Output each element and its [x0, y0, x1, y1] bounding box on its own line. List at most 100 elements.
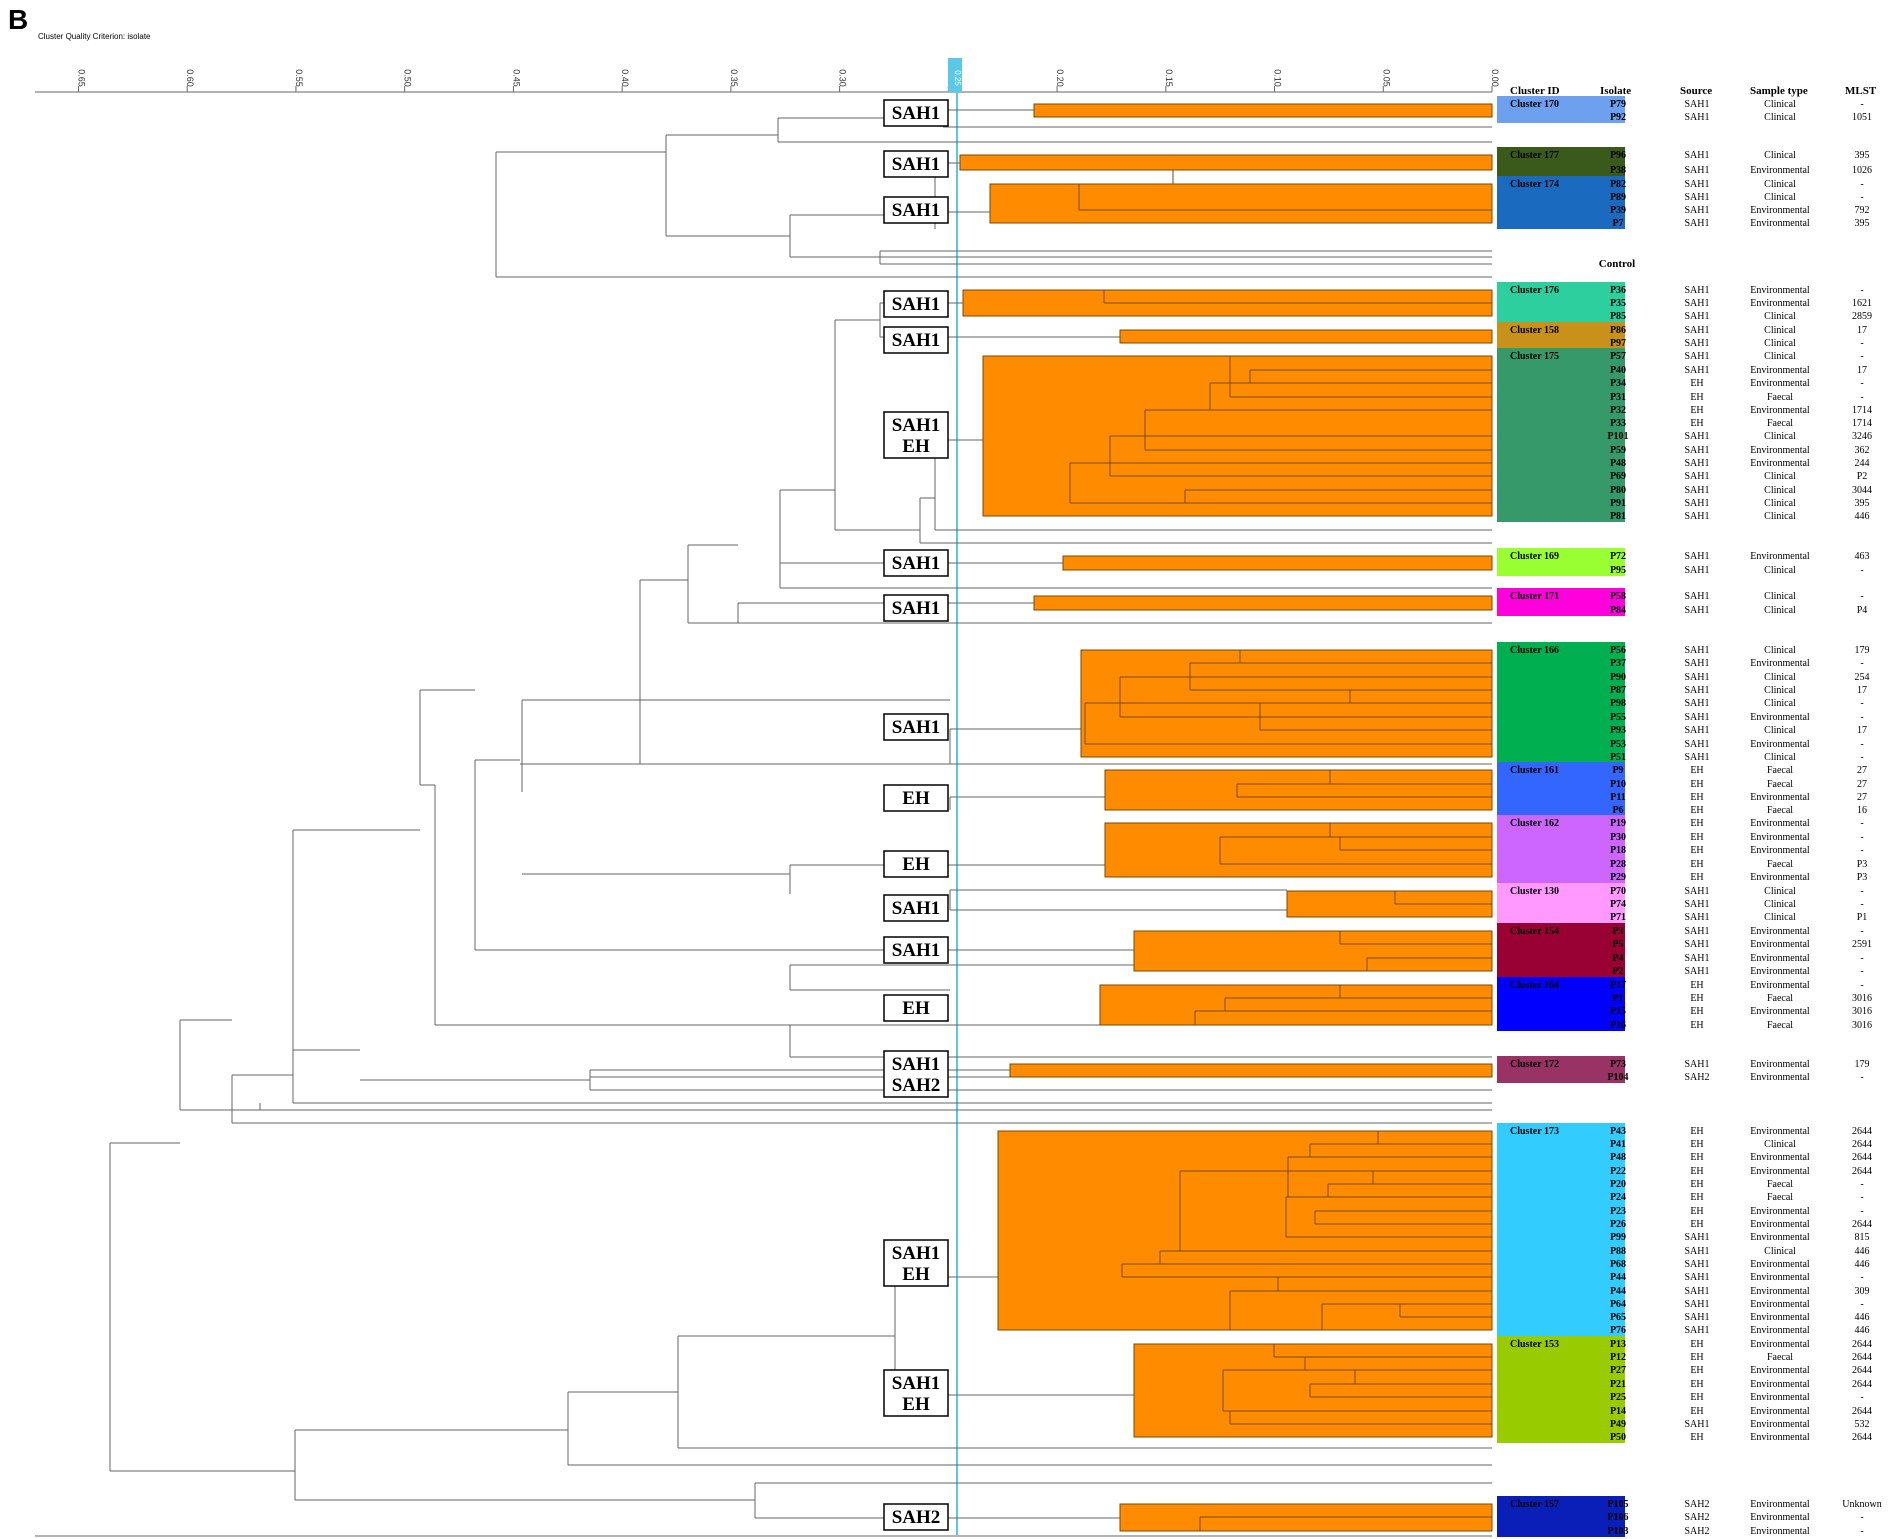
isolate-id: P5 — [1612, 939, 1623, 950]
cluster-id-label: Cluster 169 — [1510, 551, 1559, 562]
isolate-source: EH — [1690, 1192, 1703, 1203]
isolate-sample-type: Environmental — [1750, 1299, 1810, 1310]
isolate-sample-type: Environmental — [1750, 926, 1810, 937]
axis-tick-label: 0.65 — [76, 69, 86, 87]
cluster-id-label: Cluster 164 — [1510, 980, 1559, 991]
cluster-id-label: Cluster 154 — [1510, 926, 1559, 937]
isolate-source: SAH1 — [1684, 365, 1709, 376]
isolate-source: SAH1 — [1684, 99, 1709, 110]
cluster-id-label: Cluster 157 — [1510, 1499, 1559, 1510]
isolate-id: P39 — [1610, 205, 1626, 216]
group-label-text: SAH1 — [892, 717, 941, 738]
cluster-bar — [1133, 1343, 1493, 1438]
isolate-mlst: 2644 — [1852, 1219, 1872, 1230]
isolate-id: P23 — [1610, 1206, 1626, 1217]
isolate-sample-type: Environmental — [1750, 1219, 1810, 1230]
isolate-id: P72 — [1610, 551, 1626, 562]
isolate-mlst: 1026 — [1852, 165, 1872, 176]
isolate-source: SAH1 — [1684, 311, 1709, 322]
isolate-mlst: 446 — [1855, 1312, 1870, 1323]
isolate-sample-type: Clinical — [1764, 351, 1796, 362]
isolate-id: P48 — [1610, 458, 1626, 469]
isolate-id: P30 — [1610, 832, 1626, 843]
axis-tick-label: 0.40 — [620, 69, 630, 87]
isolate-mlst: - — [1860, 966, 1863, 977]
isolate-id: P106 — [1607, 1512, 1628, 1523]
isolate-mlst: - — [1860, 926, 1863, 937]
group-label-text: SAH1 — [892, 154, 941, 175]
isolate-source: EH — [1690, 792, 1703, 803]
isolate-id: P73 — [1610, 1059, 1626, 1070]
isolate-id: P26 — [1610, 1219, 1626, 1230]
isolate-mlst: P3 — [1857, 859, 1868, 870]
isolate-mlst: 3016 — [1852, 1020, 1872, 1031]
isolate-sample-type: Environmental — [1750, 939, 1810, 950]
isolate-sample-type: Clinical — [1764, 112, 1796, 123]
isolate-sample-type: Faecal — [1767, 993, 1793, 1004]
isolate-sample-type: Environmental — [1750, 445, 1810, 456]
isolate-sample-type: Environmental — [1750, 739, 1810, 750]
isolate-source: SAH1 — [1684, 939, 1709, 950]
isolate-source: SAH1 — [1684, 591, 1709, 602]
isolate-source: EH — [1690, 1139, 1703, 1150]
isolate-sample-type: Environmental — [1750, 845, 1810, 856]
isolate-mlst: 2644 — [1852, 1339, 1872, 1350]
group-label-text: SAH1 — [892, 940, 941, 961]
cluster-id-label: Cluster 175 — [1510, 351, 1559, 362]
isolate-sample-type: Environmental — [1750, 218, 1810, 229]
header-source: Source — [1680, 85, 1712, 97]
isolate-sample-type: Environmental — [1750, 551, 1810, 562]
isolate-id: P70 — [1610, 886, 1626, 897]
isolate-mlst: 2644 — [1852, 1166, 1872, 1177]
group-label-text: EH — [902, 1394, 930, 1415]
isolate-sample-type: Clinical — [1764, 886, 1796, 897]
isolate-id: P58 — [1610, 591, 1626, 602]
isolate-source: EH — [1690, 845, 1703, 856]
isolate-source: EH — [1690, 805, 1703, 816]
isolate-mlst: - — [1860, 886, 1863, 897]
isolate-id: P95 — [1610, 565, 1626, 576]
isolate-id: P68 — [1610, 1259, 1626, 1270]
isolate-id: P99 — [1610, 1232, 1626, 1243]
isolate-sample-type: Faecal — [1767, 805, 1793, 816]
header-cluster-id: Cluster ID — [1510, 85, 1560, 97]
isolate-id: P40 — [1610, 365, 1626, 376]
isolate-sample-type: Environmental — [1750, 1512, 1810, 1523]
isolate-source: SAH1 — [1684, 1232, 1709, 1243]
isolate-sample-type: Clinical — [1764, 325, 1796, 336]
dendrogram-branches — [35, 104, 1492, 1537]
isolate-mlst: - — [1860, 832, 1863, 843]
isolate-source: SAH1 — [1684, 605, 1709, 616]
isolate-id: P79 — [1610, 99, 1626, 110]
group-label-box — [883, 326, 949, 354]
isolate-source: EH — [1690, 818, 1703, 829]
isolate-id: P105 — [1607, 1499, 1628, 1510]
cluster-bar — [997, 1130, 1493, 1331]
isolate-sample-type: Environmental — [1750, 458, 1810, 469]
isolate-source: SAH1 — [1684, 1312, 1709, 1323]
isolate-mlst: - — [1860, 845, 1863, 856]
isolate-mlst: - — [1860, 378, 1863, 389]
isolate-sample-type: Clinical — [1764, 431, 1796, 442]
group-label-box — [883, 549, 949, 577]
isolate-source: SAH1 — [1684, 150, 1709, 161]
isolate-mlst: - — [1860, 1206, 1863, 1217]
isolate-source: SAH1 — [1684, 165, 1709, 176]
isolate-mlst: P3 — [1857, 872, 1868, 883]
isolate-mlst: - — [1860, 712, 1863, 723]
group-label-text: SAH1 — [892, 898, 941, 919]
isolate-sample-type: Environmental — [1750, 832, 1810, 843]
isolate-mlst: - — [1860, 1179, 1863, 1190]
isolate-mlst: 3016 — [1852, 1006, 1872, 1017]
isolate-sample-type: Clinical — [1764, 99, 1796, 110]
isolate-source: SAH1 — [1684, 658, 1709, 669]
isolate-source: EH — [1690, 405, 1703, 416]
isolate-source: EH — [1690, 1152, 1703, 1163]
isolate-sample-type: Environmental — [1750, 1419, 1810, 1430]
isolate-id: P92 — [1610, 112, 1626, 123]
isolate-id: P15 — [1610, 1006, 1626, 1017]
isolate-sample-type: Environmental — [1750, 165, 1810, 176]
cluster-id-label: Cluster 176 — [1510, 285, 1559, 296]
isolate-mlst: 17 — [1857, 725, 1867, 736]
isolate-id: P19 — [1610, 818, 1626, 829]
